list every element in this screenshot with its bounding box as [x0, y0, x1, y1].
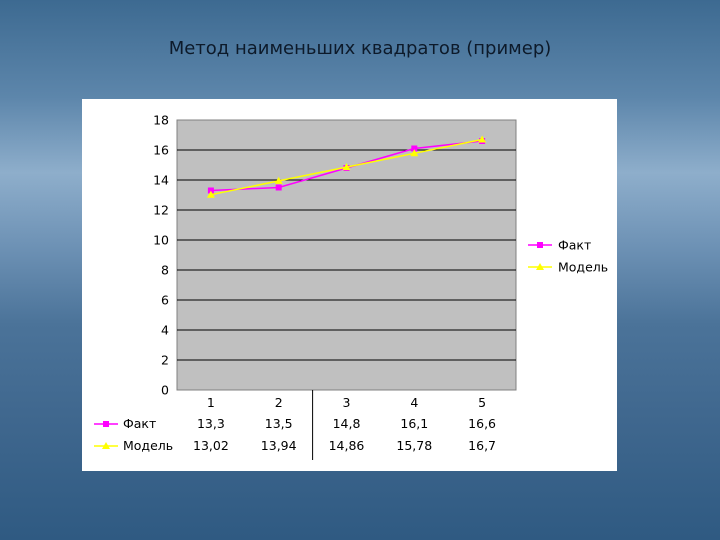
x-tick-label: 4: [410, 395, 418, 410]
legend-label: Модель: [558, 260, 608, 275]
table-key-triangle: [102, 442, 110, 449]
data-point-triangle: [342, 163, 351, 171]
y-tick-label: 12: [153, 203, 169, 218]
y-tick-label: 4: [161, 323, 169, 338]
table-cell: 13,3: [197, 416, 225, 431]
y-tick-label: 0: [161, 383, 169, 398]
y-tick-label: 6: [161, 293, 169, 308]
data-point-triangle: [274, 176, 283, 184]
table-cell: 14,86: [329, 438, 365, 453]
legend-label: Факт: [558, 238, 591, 253]
legend-marker-square: [537, 242, 543, 248]
x-tick-label: 2: [275, 395, 283, 410]
y-tick-label: 18: [153, 113, 169, 128]
table-cell: 16,6: [468, 416, 496, 431]
table-cell: 13,02: [193, 438, 229, 453]
slide-title: Метод наименьших квадратов (пример): [168, 38, 552, 59]
table-cell: 16,1: [400, 416, 428, 431]
data-point-triangle: [206, 190, 215, 198]
table-row-label: Модель: [123, 438, 173, 453]
table-cell: 13,94: [261, 438, 297, 453]
table-cell: 14,8: [333, 416, 361, 431]
y-tick-label: 14: [153, 173, 169, 188]
data-point-triangle: [478, 135, 487, 143]
x-tick-label: 1: [207, 395, 215, 410]
table-cell: 15,78: [396, 438, 432, 453]
chart-panel: 0 2 4 6 8 10 12 14 16 18 1 2 3 4 5 Факт Модель Факт 13,3 13…: [82, 99, 617, 471]
x-tick-label: 3: [343, 395, 351, 410]
data-point-square: [207, 187, 214, 194]
table-key-square: [103, 421, 109, 427]
y-tick-label: 16: [153, 143, 169, 158]
data-point-square: [411, 145, 418, 152]
table-cell: 13,5: [265, 416, 293, 431]
x-tick-label: 5: [478, 395, 486, 410]
data-point-triangle: [410, 149, 419, 157]
legend-marker-triangle: [536, 263, 544, 270]
y-tick-label: 2: [161, 353, 169, 368]
table-cell: 16,7: [468, 438, 496, 453]
y-tick-label: 10: [153, 233, 169, 248]
data-point-square: [275, 184, 282, 191]
table-row-label: Факт: [123, 416, 156, 431]
y-tick-label: 8: [161, 263, 169, 278]
plot-area: [176, 119, 517, 391]
